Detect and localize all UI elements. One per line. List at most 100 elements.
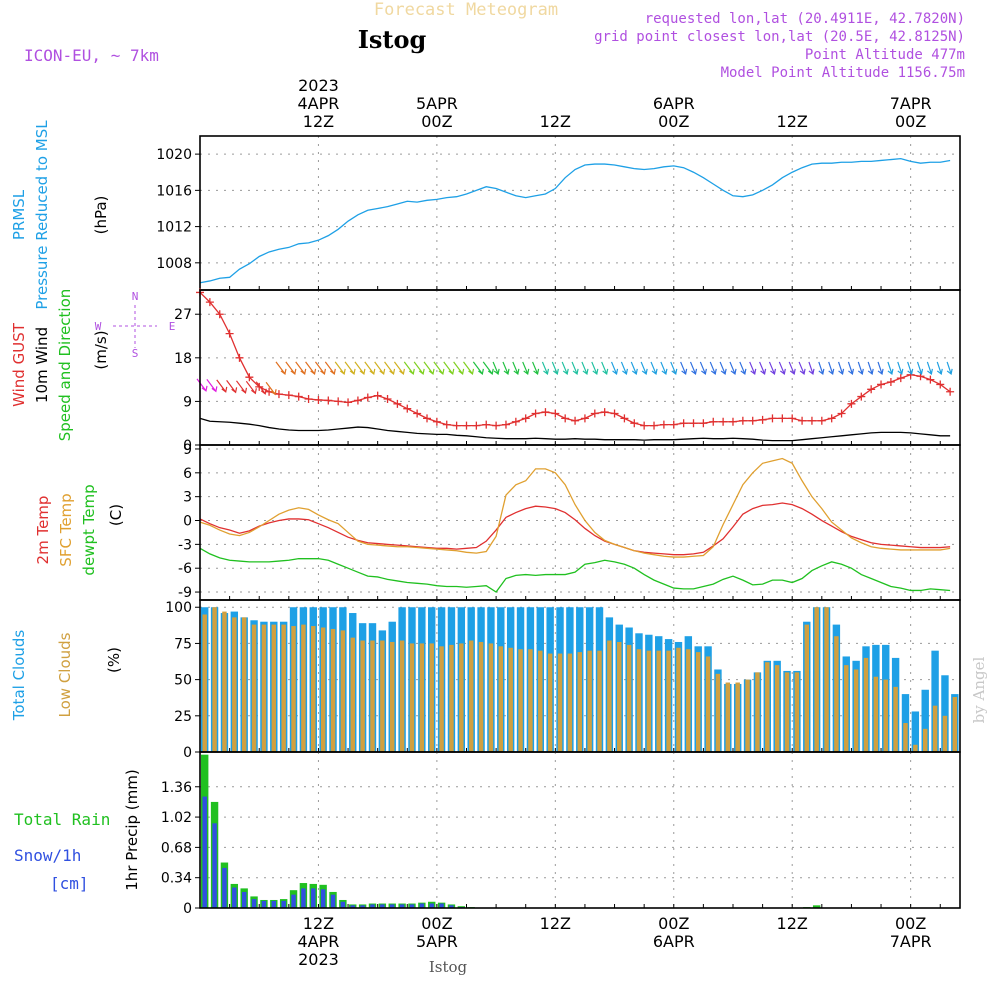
wind-arrow — [443, 361, 455, 375]
top-time-label: 12Z — [303, 112, 334, 131]
bar-low-clouds — [794, 672, 800, 752]
gust-marker — [719, 417, 728, 426]
footer-station: Istog — [429, 958, 468, 976]
panel-clouds: 0 25 50 75 100 Total Clouds Low Clouds (%) — [10, 599, 961, 761]
wind-arrow — [324, 361, 336, 375]
y-tick-label: 1.02 — [161, 810, 192, 826]
series-line-wind-gust — [199, 291, 951, 427]
wind-arrow — [689, 361, 698, 375]
gust-marker — [432, 417, 441, 426]
wind-arrow — [591, 361, 599, 375]
bar-low-clouds — [419, 643, 425, 752]
compass-west: W — [95, 320, 102, 333]
bar-snow-1h — [212, 823, 217, 908]
gust-marker — [788, 414, 797, 423]
bar-total-clouds — [931, 650, 939, 752]
wind-arrow — [670, 361, 678, 375]
bar-snow-1h — [370, 904, 375, 908]
bar-low-clouds — [281, 624, 286, 752]
gust-marker — [807, 416, 816, 425]
wind-arrow — [512, 361, 520, 375]
wind-arrow — [749, 361, 757, 375]
station-title: Istog — [358, 25, 427, 54]
wind-arrow — [847, 361, 855, 375]
wind-arrow — [709, 361, 717, 375]
bottom-time-label: 2023 — [298, 950, 339, 969]
bar-low-clouds — [666, 650, 671, 752]
gust-marker — [482, 420, 491, 429]
precip-label-snow: Snow/1h — [14, 846, 81, 865]
wind-arrow — [295, 361, 307, 375]
bar-low-clouds — [824, 607, 829, 752]
wind-arrow — [305, 361, 317, 375]
wind-arrow — [541, 361, 550, 375]
wind-arrow — [610, 361, 619, 375]
panel-wind: 0 9 18 27 N W S E Wind GUST 10m Wind Speed and Dir… — [10, 288, 961, 454]
gust-marker — [235, 353, 244, 362]
bar-low-clouds — [952, 696, 958, 752]
wind-arrow — [699, 361, 707, 375]
bar-low-clouds — [212, 607, 217, 752]
bar-low-clouds — [913, 744, 918, 752]
bar-low-clouds — [498, 646, 504, 752]
wind-arrow — [334, 361, 346, 375]
header: Forecast Meteogram Istog ICON-EU, ~ 7km … — [24, 0, 988, 976]
y-tick-label: 1.36 — [161, 780, 192, 796]
y-tick-label: -3 — [178, 537, 192, 553]
bar-low-clouds — [488, 643, 494, 752]
wind-arrow — [897, 361, 904, 375]
wind-arrow — [374, 361, 386, 375]
bar-snow-1h — [281, 900, 286, 908]
gust-marker — [699, 419, 708, 428]
bottom-time-label: 00Z — [658, 914, 689, 933]
bar-low-clouds — [617, 641, 622, 752]
top-time-label: 7APR — [890, 94, 932, 113]
axis-label-2: Speed and Direction — [56, 289, 74, 442]
bar-low-clouds — [695, 652, 701, 752]
bar-low-clouds — [755, 672, 760, 752]
wind-arrow — [581, 361, 589, 375]
y-tick-label: 75 — [174, 636, 192, 652]
gust-marker — [837, 409, 846, 418]
compass-north: N — [132, 290, 139, 303]
wind-arrow — [314, 361, 327, 375]
wind-arrow — [926, 361, 933, 375]
bar-low-clouds — [804, 624, 809, 752]
bar-low-clouds — [360, 640, 365, 752]
wind-arrow — [650, 361, 658, 375]
bottom-time-label: 5APR — [416, 932, 458, 951]
gust-marker — [590, 409, 599, 418]
gust-marker — [393, 399, 402, 408]
bar-low-clouds — [320, 627, 326, 752]
y-tick-label: 1008 — [156, 256, 192, 272]
gust-marker — [304, 394, 313, 403]
bar-total-clouds — [941, 675, 949, 752]
bottom-time-label: 00Z — [421, 914, 452, 933]
y-tick-label: 1016 — [156, 183, 192, 199]
wind-arrow — [778, 361, 786, 375]
grid-point-coords: grid point closest lon,lat (20.5E, 42.81… — [594, 29, 965, 45]
y-tick-label: 6 — [183, 466, 192, 482]
gust-marker — [758, 415, 767, 424]
gust-marker — [501, 420, 510, 429]
top-time-label: 12Z — [777, 112, 808, 131]
wind-arrow — [364, 361, 376, 375]
wind-arrow — [640, 361, 648, 375]
wind-arrow — [275, 361, 287, 375]
bar-snow-1h — [301, 888, 306, 908]
wind-arrow — [226, 379, 238, 394]
bar-snow-1h — [222, 867, 227, 908]
bar-low-clouds — [399, 640, 405, 752]
wind-arrow — [403, 361, 415, 375]
bar-low-clouds — [449, 644, 454, 752]
wind-arrow — [423, 361, 435, 375]
bar-low-clouds — [686, 649, 691, 752]
y-tick-label: -9 — [178, 585, 192, 601]
bar-low-clouds — [251, 624, 257, 752]
point-altitude: Point Altitude 477m — [805, 47, 965, 63]
wind-arrow — [433, 361, 445, 375]
gust-marker — [472, 421, 481, 430]
series-line-2m-temp — [199, 502, 951, 556]
bar-low-clouds — [567, 653, 573, 752]
